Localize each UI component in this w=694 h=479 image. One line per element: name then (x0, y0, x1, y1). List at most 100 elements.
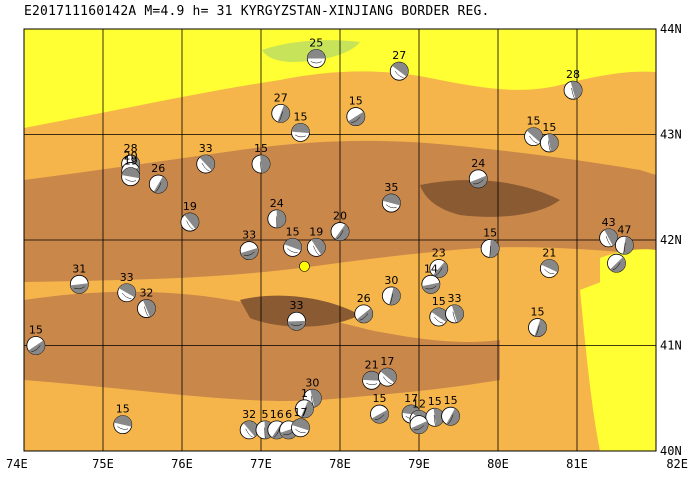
depth-label: 21 (365, 358, 379, 371)
beachball-nodal-plane (612, 262, 621, 271)
focal-mechanism: 32 (239, 408, 259, 440)
depth-label: 17 (404, 392, 418, 405)
beachball-compression (310, 389, 322, 408)
lat-lon-grid (24, 29, 656, 451)
focal-mechanism: 15 (370, 392, 389, 424)
beachball-nodal-plane (245, 428, 253, 438)
beachball-compression (121, 167, 140, 179)
beachball-nodal-plane (544, 269, 555, 275)
lon-tick-label: 78E (329, 457, 351, 471)
peak-ridge-south (240, 295, 360, 327)
beachball-nodal-plane (294, 134, 306, 138)
beachball-compression (422, 282, 440, 294)
beachball-compression (199, 155, 215, 171)
focal-mechanism: 28 (563, 68, 583, 100)
focal-mechanism: 15 (346, 95, 366, 126)
depth-label: 15 (116, 403, 130, 416)
depth-label: 20 (333, 210, 347, 223)
beachball-compression (547, 133, 559, 152)
beachball-compression (526, 127, 543, 143)
beachball-nodal-plane (278, 111, 283, 122)
beachball-nodal-plane (291, 323, 303, 326)
focal-mechanism: 24 (267, 197, 287, 229)
depth-label: 33 (120, 271, 134, 284)
depth-label: 23 (432, 246, 446, 259)
focal-mechanism: 47 (615, 223, 634, 255)
beachball-compression (541, 259, 559, 273)
depth-label: 30 (305, 376, 319, 389)
depth-label: 16 (270, 408, 284, 421)
focal-mechanism: 33 (117, 271, 137, 303)
focal-mechanism: 15 (425, 395, 445, 427)
depth-label: 33 (242, 229, 256, 242)
lon-tick-label: 75E (92, 457, 114, 471)
beachball-nodal-plane (605, 236, 612, 246)
beachball-compression (243, 420, 259, 437)
beachball-nodal-plane (489, 246, 491, 257)
beachball-nodal-plane (447, 414, 454, 425)
focal-mechanism: 21 (539, 246, 559, 278)
focal-mechanism: 33 (196, 142, 216, 174)
beachball-compression (311, 238, 326, 255)
lon-tick-label: 80E (487, 457, 509, 471)
beachball-compression (28, 340, 45, 355)
focal-mechanism: 19 (306, 225, 326, 257)
depth-label: 15 (349, 95, 363, 108)
focal-mechanism: 15 (480, 226, 500, 258)
beachball-nodal-plane (201, 162, 210, 172)
depth-label: 17 (294, 406, 308, 419)
focal-mechanism: 15 (429, 295, 449, 327)
focal-mechanism: 35 (381, 181, 401, 213)
focal-mechanism: 20 (330, 210, 350, 241)
beachball-nodal-plane (186, 220, 194, 230)
beachball-nodal-plane (425, 285, 437, 290)
focal-mechanism: 19 (180, 200, 200, 232)
depth-label: 24 (471, 157, 485, 170)
beachball-compression (184, 213, 199, 230)
beachball-nodal-plane (374, 414, 385, 420)
lon-tick-label: 79E (408, 457, 430, 471)
focal-mechanism: 32 (137, 287, 156, 318)
depth-label: 15 (254, 142, 268, 155)
lon-tick-label: 74E (6, 457, 28, 471)
map-title: E201711160142A M=4.9 h= 31 KYRGYZSTAN-XI… (24, 4, 490, 19)
depth-label: 28 (124, 142, 138, 155)
lon-tick-label: 76E (171, 457, 193, 471)
depth-label: 27 (274, 91, 288, 104)
beachball-nodal-plane (452, 311, 457, 323)
depth-label: 15 (483, 226, 497, 239)
focal-mechanism: 15 (283, 225, 303, 257)
beachball-nodal-plane (295, 428, 306, 433)
focal-mechanism: 15 (113, 403, 133, 435)
depth-label: 15 (432, 295, 446, 308)
depth-label: 33 (448, 292, 462, 305)
depth-label: 27 (392, 49, 406, 62)
depth-label: 28 (566, 68, 580, 81)
beachball-nodal-plane (535, 325, 540, 336)
beachball-compression (410, 420, 429, 434)
focal-mechanism: 15 (291, 110, 310, 142)
beachball-nodal-plane (302, 406, 307, 417)
depth-label: 19 (124, 155, 138, 168)
beachball-nodal-plane (394, 70, 404, 78)
focal-mechanism: 26 (148, 162, 168, 194)
depth-label: 25 (309, 37, 323, 50)
beachball-compression (610, 256, 626, 273)
beachball-nodal-plane (434, 316, 444, 324)
beachball-nodal-plane (433, 414, 436, 426)
beachball-compression (348, 111, 365, 126)
beachball-compression (240, 247, 259, 260)
depth-label: 17 (380, 355, 394, 368)
focal-mechanism: 21 (362, 358, 382, 390)
depth-label: 15 (542, 121, 556, 134)
beachball-compression (431, 308, 448, 323)
epicenter-marker[interactable] (299, 261, 310, 272)
beachball-compression (446, 408, 460, 426)
beachball-nodal-plane (623, 242, 626, 254)
beachball-compression (382, 194, 401, 206)
beachball-nodal-plane (385, 204, 397, 209)
depth-label: 15 (373, 392, 387, 405)
lat-tick-label: 40N (660, 444, 682, 458)
depth-label: 33 (290, 299, 304, 312)
